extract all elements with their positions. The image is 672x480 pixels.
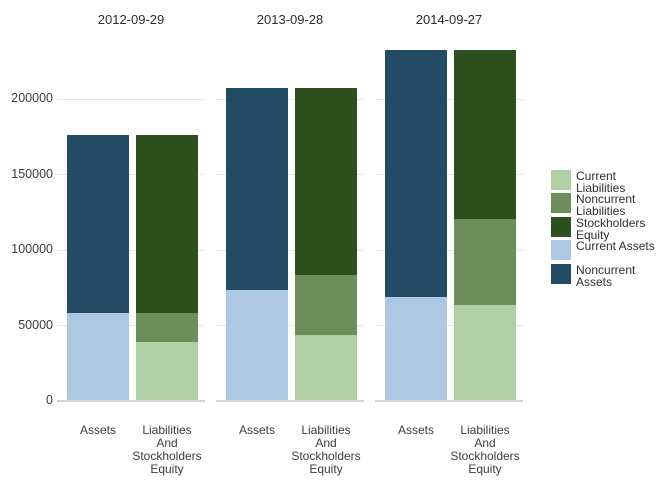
bar-segment-stockholders-equity xyxy=(136,134,198,314)
gridline xyxy=(57,249,205,251)
bar-segment-current-liabilities xyxy=(454,304,516,401)
facet-title: 2012-09-29 xyxy=(97,12,165,27)
bar-liabilities-and-stockholders-equity xyxy=(454,45,516,401)
bar-segment-noncurrent-liabilities xyxy=(136,313,198,343)
bar-segment-noncurrent-liabilities xyxy=(454,218,516,305)
gridline xyxy=(57,325,205,326)
legend-label: Current Assets xyxy=(576,239,655,254)
x-tick-label: Liabilities And Stockholders Equity xyxy=(291,423,361,476)
legend-item-noncurrent-liabilities: Noncurrent Liabilities xyxy=(551,193,671,217)
legend-item-current-assets: Current Assets xyxy=(551,239,671,261)
bar-segment-current-liabilities xyxy=(295,334,357,401)
gridline xyxy=(57,174,205,175)
y-tick-label: 200000 xyxy=(11,91,53,105)
legend-item-noncurrent-assets: Noncurrent Assets xyxy=(551,263,671,288)
bar-assets xyxy=(226,45,288,401)
y-tick-label: 150000 xyxy=(11,166,53,181)
bar-segment-noncurrent-liabilities xyxy=(295,274,357,335)
bar-segment-noncurrent-assets xyxy=(385,50,447,298)
bar-segment-stockholders-equity xyxy=(454,50,516,219)
legend-swatch xyxy=(551,170,571,190)
gridline xyxy=(216,174,364,175)
bar-segment-current-assets xyxy=(67,313,129,401)
legend-swatch xyxy=(551,263,571,284)
bar-segment-current-assets xyxy=(226,289,288,401)
gridline xyxy=(216,98,364,100)
plot-panel xyxy=(57,45,205,402)
legend-swatch xyxy=(551,216,571,237)
legend-label: Stockholders Equity xyxy=(576,215,646,242)
plot-panel xyxy=(375,45,523,402)
legend-label: Noncurrent Assets xyxy=(576,262,636,289)
legend-swatch xyxy=(551,240,571,261)
axis-baseline xyxy=(375,400,523,402)
x-tick-label: Assets xyxy=(79,423,116,437)
legend-item-current-liabilities: Current Liabilities xyxy=(551,170,671,194)
facet-title: 2014-09-27 xyxy=(415,12,483,27)
gridline xyxy=(375,98,523,100)
y-tick-label: 0 xyxy=(46,393,53,407)
y-tick-label: 100000 xyxy=(11,242,53,256)
bar-segment-current-assets xyxy=(385,297,447,401)
bar-liabilities-and-stockholders-equity xyxy=(295,45,357,401)
gridline xyxy=(375,325,523,326)
x-tick-label: Assets xyxy=(238,423,275,437)
legend-label: Current Liabilities xyxy=(576,169,626,195)
bar-liabilities-and-stockholders-equity xyxy=(136,45,198,401)
gridline xyxy=(375,174,523,175)
axis-baseline xyxy=(57,400,205,402)
bar-assets xyxy=(67,45,129,401)
legend-label: Noncurrent Liabilities xyxy=(576,192,636,219)
gridline xyxy=(216,325,364,326)
axis-baseline xyxy=(216,400,364,402)
x-tick-label: Liabilities And Stockholders Equity xyxy=(450,423,520,476)
gridline xyxy=(375,249,523,251)
plot-panel xyxy=(216,45,364,402)
bar-assets xyxy=(385,45,447,401)
gridline xyxy=(57,98,205,100)
y-tick-label: 50000 xyxy=(18,317,53,332)
gridline xyxy=(216,249,364,251)
bar-segment-noncurrent-assets xyxy=(67,134,129,314)
x-tick-label: Assets xyxy=(397,423,434,437)
bar-segment-noncurrent-assets xyxy=(226,87,288,290)
bar-segment-stockholders-equity xyxy=(295,87,357,275)
x-tick-label: Liabilities And Stockholders Equity xyxy=(132,423,202,476)
legend-item-stockholders-equity: Stockholders Equity xyxy=(551,216,671,241)
legend-swatch xyxy=(551,193,571,214)
facet-title: 2013-09-28 xyxy=(256,12,324,27)
bar-segment-current-liabilities xyxy=(136,342,198,401)
